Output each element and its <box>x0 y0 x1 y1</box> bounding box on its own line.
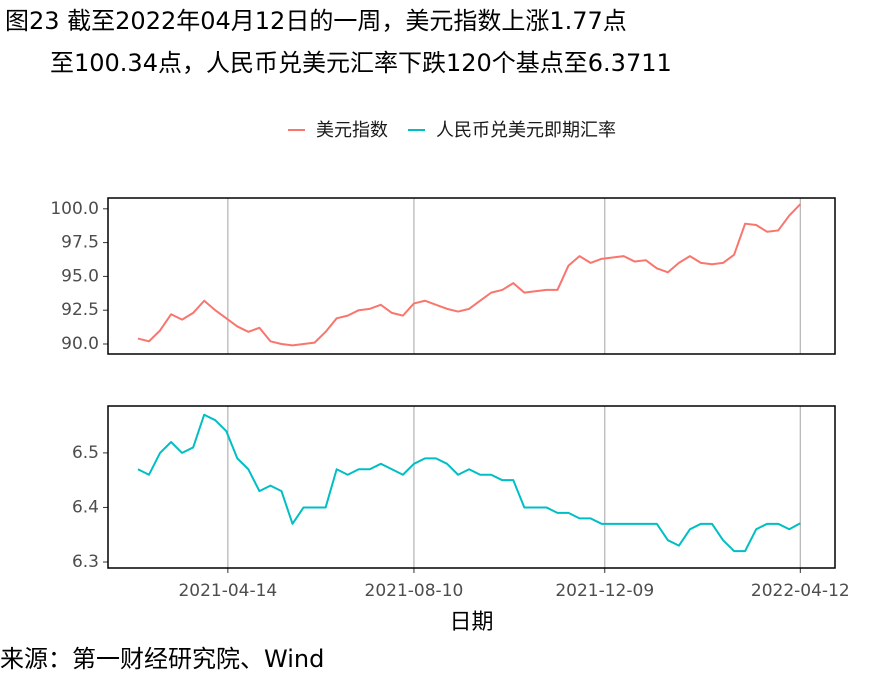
legend-label: 人民币兑美元即期汇率 <box>436 120 616 141</box>
x-tick-label: 2021-04-14 <box>178 581 277 601</box>
x-axis-label: 日期 <box>449 610 493 635</box>
line-series <box>137 203 802 347</box>
title-line: 图23 截至2022年04月12日的一周，美元指数上涨1.77点 <box>5 7 627 35</box>
y-tick-label: 92.5 <box>61 300 99 320</box>
x-tick-label: 2021-12-09 <box>555 581 654 601</box>
y-tick-label: 6.4 <box>72 497 99 517</box>
line-series <box>137 413 801 553</box>
y-tick-label: 6.3 <box>72 552 99 572</box>
panel-border <box>107 405 836 569</box>
panel-border <box>107 197 836 355</box>
x-tick-label: 2021-08-10 <box>365 581 464 601</box>
y-tick-label: 100.0 <box>50 199 99 219</box>
title-line: 至100.34点，人民币兑美元汇率下跌120个基点至6.3711 <box>50 49 672 77</box>
y-tick-label: 97.5 <box>61 233 99 253</box>
y-tick-label: 6.5 <box>72 443 99 463</box>
x-tick-label: 2022-04-12 <box>751 581 850 601</box>
y-tick-label: 95.0 <box>61 266 99 286</box>
legend-label: 美元指数 <box>316 120 388 141</box>
y-tick-label: 90.0 <box>61 334 99 354</box>
source: 来源：第一财经研究院、Wind <box>0 645 324 673</box>
